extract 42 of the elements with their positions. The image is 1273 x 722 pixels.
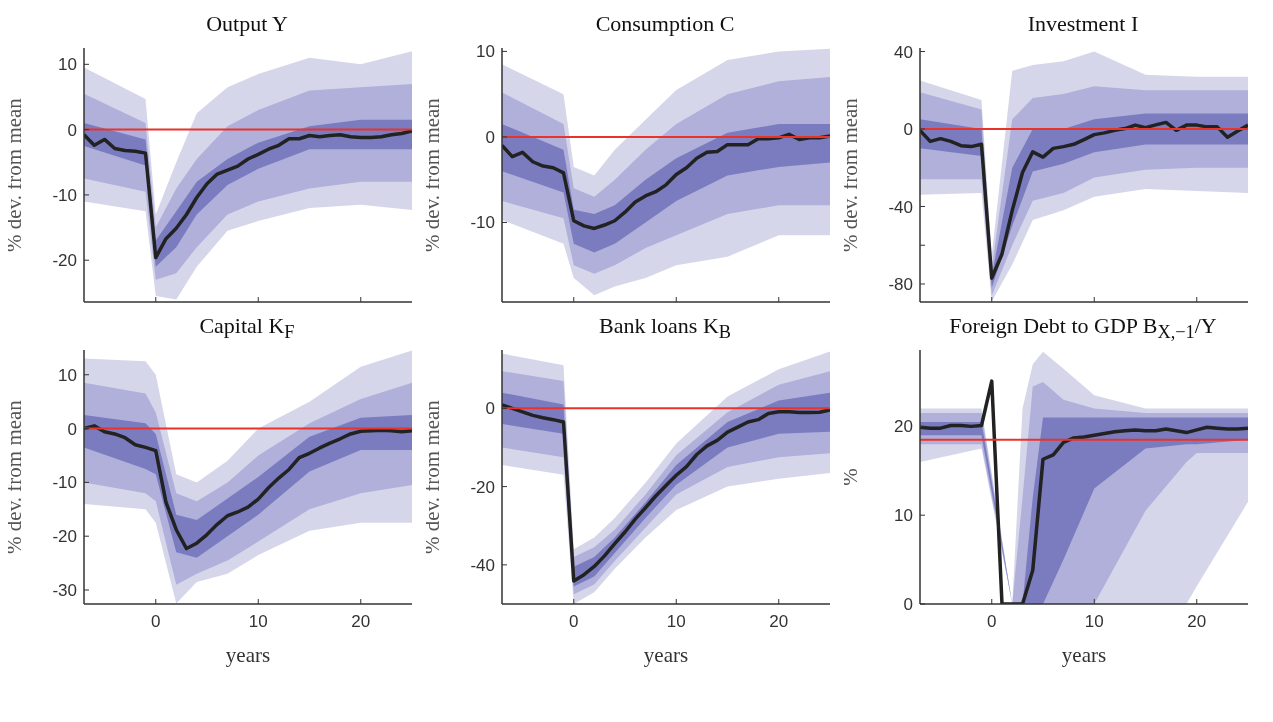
y-tick-label: 0 <box>67 120 77 140</box>
x-tick-label: 0 <box>151 612 161 632</box>
y-axis-title: % <box>838 468 863 486</box>
x-tick-label: 0 <box>987 612 997 632</box>
x-tick-label: 10 <box>248 612 268 632</box>
y-tick-label: -80 <box>888 275 913 295</box>
y-tick-label: -30 <box>52 581 77 601</box>
chart-title: Capital K$_{F}$ <box>198 312 296 343</box>
chart-title: Bank loans K$_{B}$ <box>598 312 732 343</box>
y-tick-label: 10 <box>476 42 495 62</box>
y-tick-label: 10 <box>58 365 77 385</box>
y-tick-label: -10 <box>52 473 77 493</box>
x-tick-label: 20 <box>1187 612 1207 632</box>
chart-title: Foreign Debt to GDP B$_{X,−1}$/Y <box>948 312 1218 343</box>
y-tick-label: -10 <box>470 213 495 233</box>
line-series <box>502 132 830 231</box>
x-tick-label: 0 <box>569 612 579 632</box>
y-tick-label: 40 <box>894 42 913 62</box>
x-tick-label: 10 <box>666 612 686 632</box>
y-tick-label: 0 <box>485 399 495 419</box>
x-tick-label: 10 <box>1084 612 1104 632</box>
chart-title: Investment I <box>1026 10 1140 38</box>
y-tick-label: -40 <box>470 555 495 575</box>
y-tick-label: -20 <box>470 477 495 497</box>
x-axis-title: years <box>643 643 689 667</box>
x-axis-title: years <box>225 643 271 667</box>
y-tick-label: 0 <box>903 120 913 140</box>
x-axis-title: years <box>1061 643 1107 667</box>
y-tick-label: 0 <box>67 419 77 439</box>
chart-title: Output Y <box>205 10 289 38</box>
y-tick-label: -20 <box>52 527 77 547</box>
y-tick-label: -20 <box>52 251 77 271</box>
x-tick-label: 20 <box>351 612 371 632</box>
y-tick-label: 10 <box>58 55 77 75</box>
y-tick-label: 0 <box>903 595 913 615</box>
y-tick-label: -10 <box>52 185 77 205</box>
y-tick-label: -40 <box>888 197 913 217</box>
y-tick-label: 10 <box>894 506 913 526</box>
y-tick-label: 20 <box>894 417 913 437</box>
x-tick-label: 20 <box>769 612 789 632</box>
chart-title: Consumption C <box>594 10 736 38</box>
y-tick-label: 0 <box>485 127 495 147</box>
